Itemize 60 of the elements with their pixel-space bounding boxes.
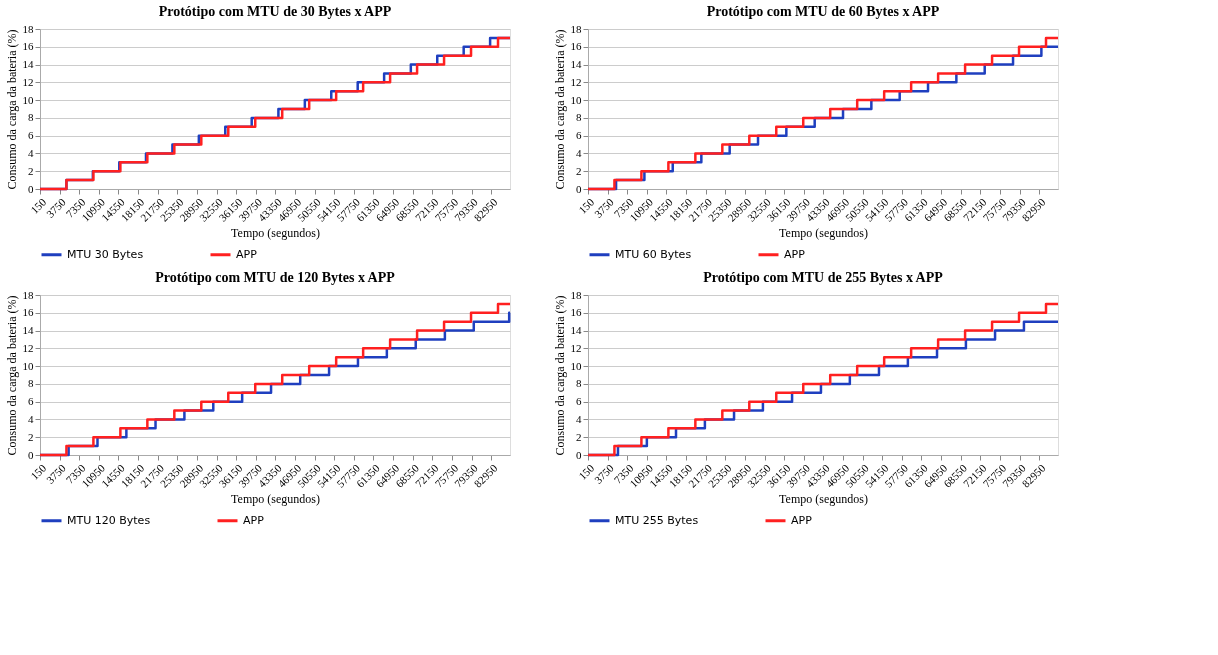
y-tick-label: 12 — [22, 75, 34, 88]
y-tick-label: 12 — [22, 341, 34, 354]
x-axis-title: Tempo (segundos) — [231, 225, 320, 240]
y-tick-label: 0 — [576, 182, 582, 195]
legend-label: APP — [236, 247, 258, 261]
y-tick-label: 8 — [576, 377, 582, 390]
x-axis-title: Tempo (segundos) — [231, 491, 320, 506]
legend-label: APP — [243, 513, 265, 527]
chart-title: Protótipo com MTU de 30 Bytes x APP — [158, 4, 392, 19]
chart-title: Protótipo com MTU de 60 Bytes x APP — [706, 4, 940, 19]
y-tick-label: 14 — [570, 324, 582, 337]
y-tick-label: 6 — [28, 395, 34, 408]
y-tick-label: 4 — [576, 146, 582, 159]
y-tick-label: 8 — [28, 111, 34, 124]
y-tick-label: 14 — [22, 58, 34, 71]
y-axis-title: Consumo da carga da bateria (%) — [4, 29, 19, 190]
y-axis-title: Consumo da carga da bateria (%) — [552, 29, 567, 190]
y-tick-label: 12 — [570, 341, 582, 354]
x-axis-title: Tempo (segundos) — [779, 491, 868, 506]
y-tick-label: 2 — [28, 164, 34, 177]
y-tick-label: 16 — [22, 306, 34, 319]
y-tick-label: 0 — [576, 448, 582, 461]
y-tick-label: 8 — [576, 111, 582, 124]
chart-title: Protótipo com MTU de 255 Bytes x APP — [703, 270, 944, 285]
y-tick-label: 6 — [576, 395, 582, 408]
y-tick-label: 10 — [570, 93, 582, 106]
y-axis-title: Consumo da carga da bateria (%) — [552, 295, 567, 456]
y-tick-label: 4 — [28, 412, 34, 425]
y-tick-label: 10 — [570, 359, 582, 372]
y-tick-label: 10 — [22, 93, 34, 106]
legend-label: MTU 255 Bytes — [615, 513, 699, 527]
y-tick-label: 2 — [576, 164, 582, 177]
legend-label: APP — [791, 513, 813, 527]
y-tick-label: 14 — [22, 324, 34, 337]
y-tick-label: 16 — [570, 40, 582, 53]
y-tick-label: 4 — [576, 412, 582, 425]
y-tick-label: 4 — [28, 146, 34, 159]
y-tick-label: 2 — [28, 430, 34, 443]
y-tick-label: 18 — [22, 288, 34, 301]
y-tick-label: 18 — [22, 22, 34, 35]
y-tick-label: 2 — [576, 430, 582, 443]
y-tick-label: 0 — [28, 448, 34, 461]
y-tick-label: 16 — [22, 40, 34, 53]
legend-label: MTU 120 Bytes — [67, 513, 151, 527]
legend-label: APP — [784, 247, 806, 261]
legend-label: MTU 60 Bytes — [615, 247, 692, 261]
x-axis-title: Tempo (segundos) — [779, 225, 868, 240]
y-tick-label: 6 — [28, 129, 34, 142]
y-tick-label: 18 — [570, 288, 582, 301]
y-axis-title: Consumo da carga da bateria (%) — [4, 295, 19, 456]
y-tick-label: 0 — [28, 182, 34, 195]
y-tick-label: 14 — [570, 58, 582, 71]
chart-title: Protótipo com MTU de 120 Bytes x APP — [155, 270, 396, 285]
y-tick-label: 18 — [570, 22, 582, 35]
y-tick-label: 10 — [22, 359, 34, 372]
y-tick-label: 12 — [570, 75, 582, 88]
legend-label: MTU 30 Bytes — [67, 247, 144, 261]
y-tick-label: 16 — [570, 306, 582, 319]
y-tick-label: 6 — [576, 129, 582, 142]
y-tick-label: 8 — [28, 377, 34, 390]
